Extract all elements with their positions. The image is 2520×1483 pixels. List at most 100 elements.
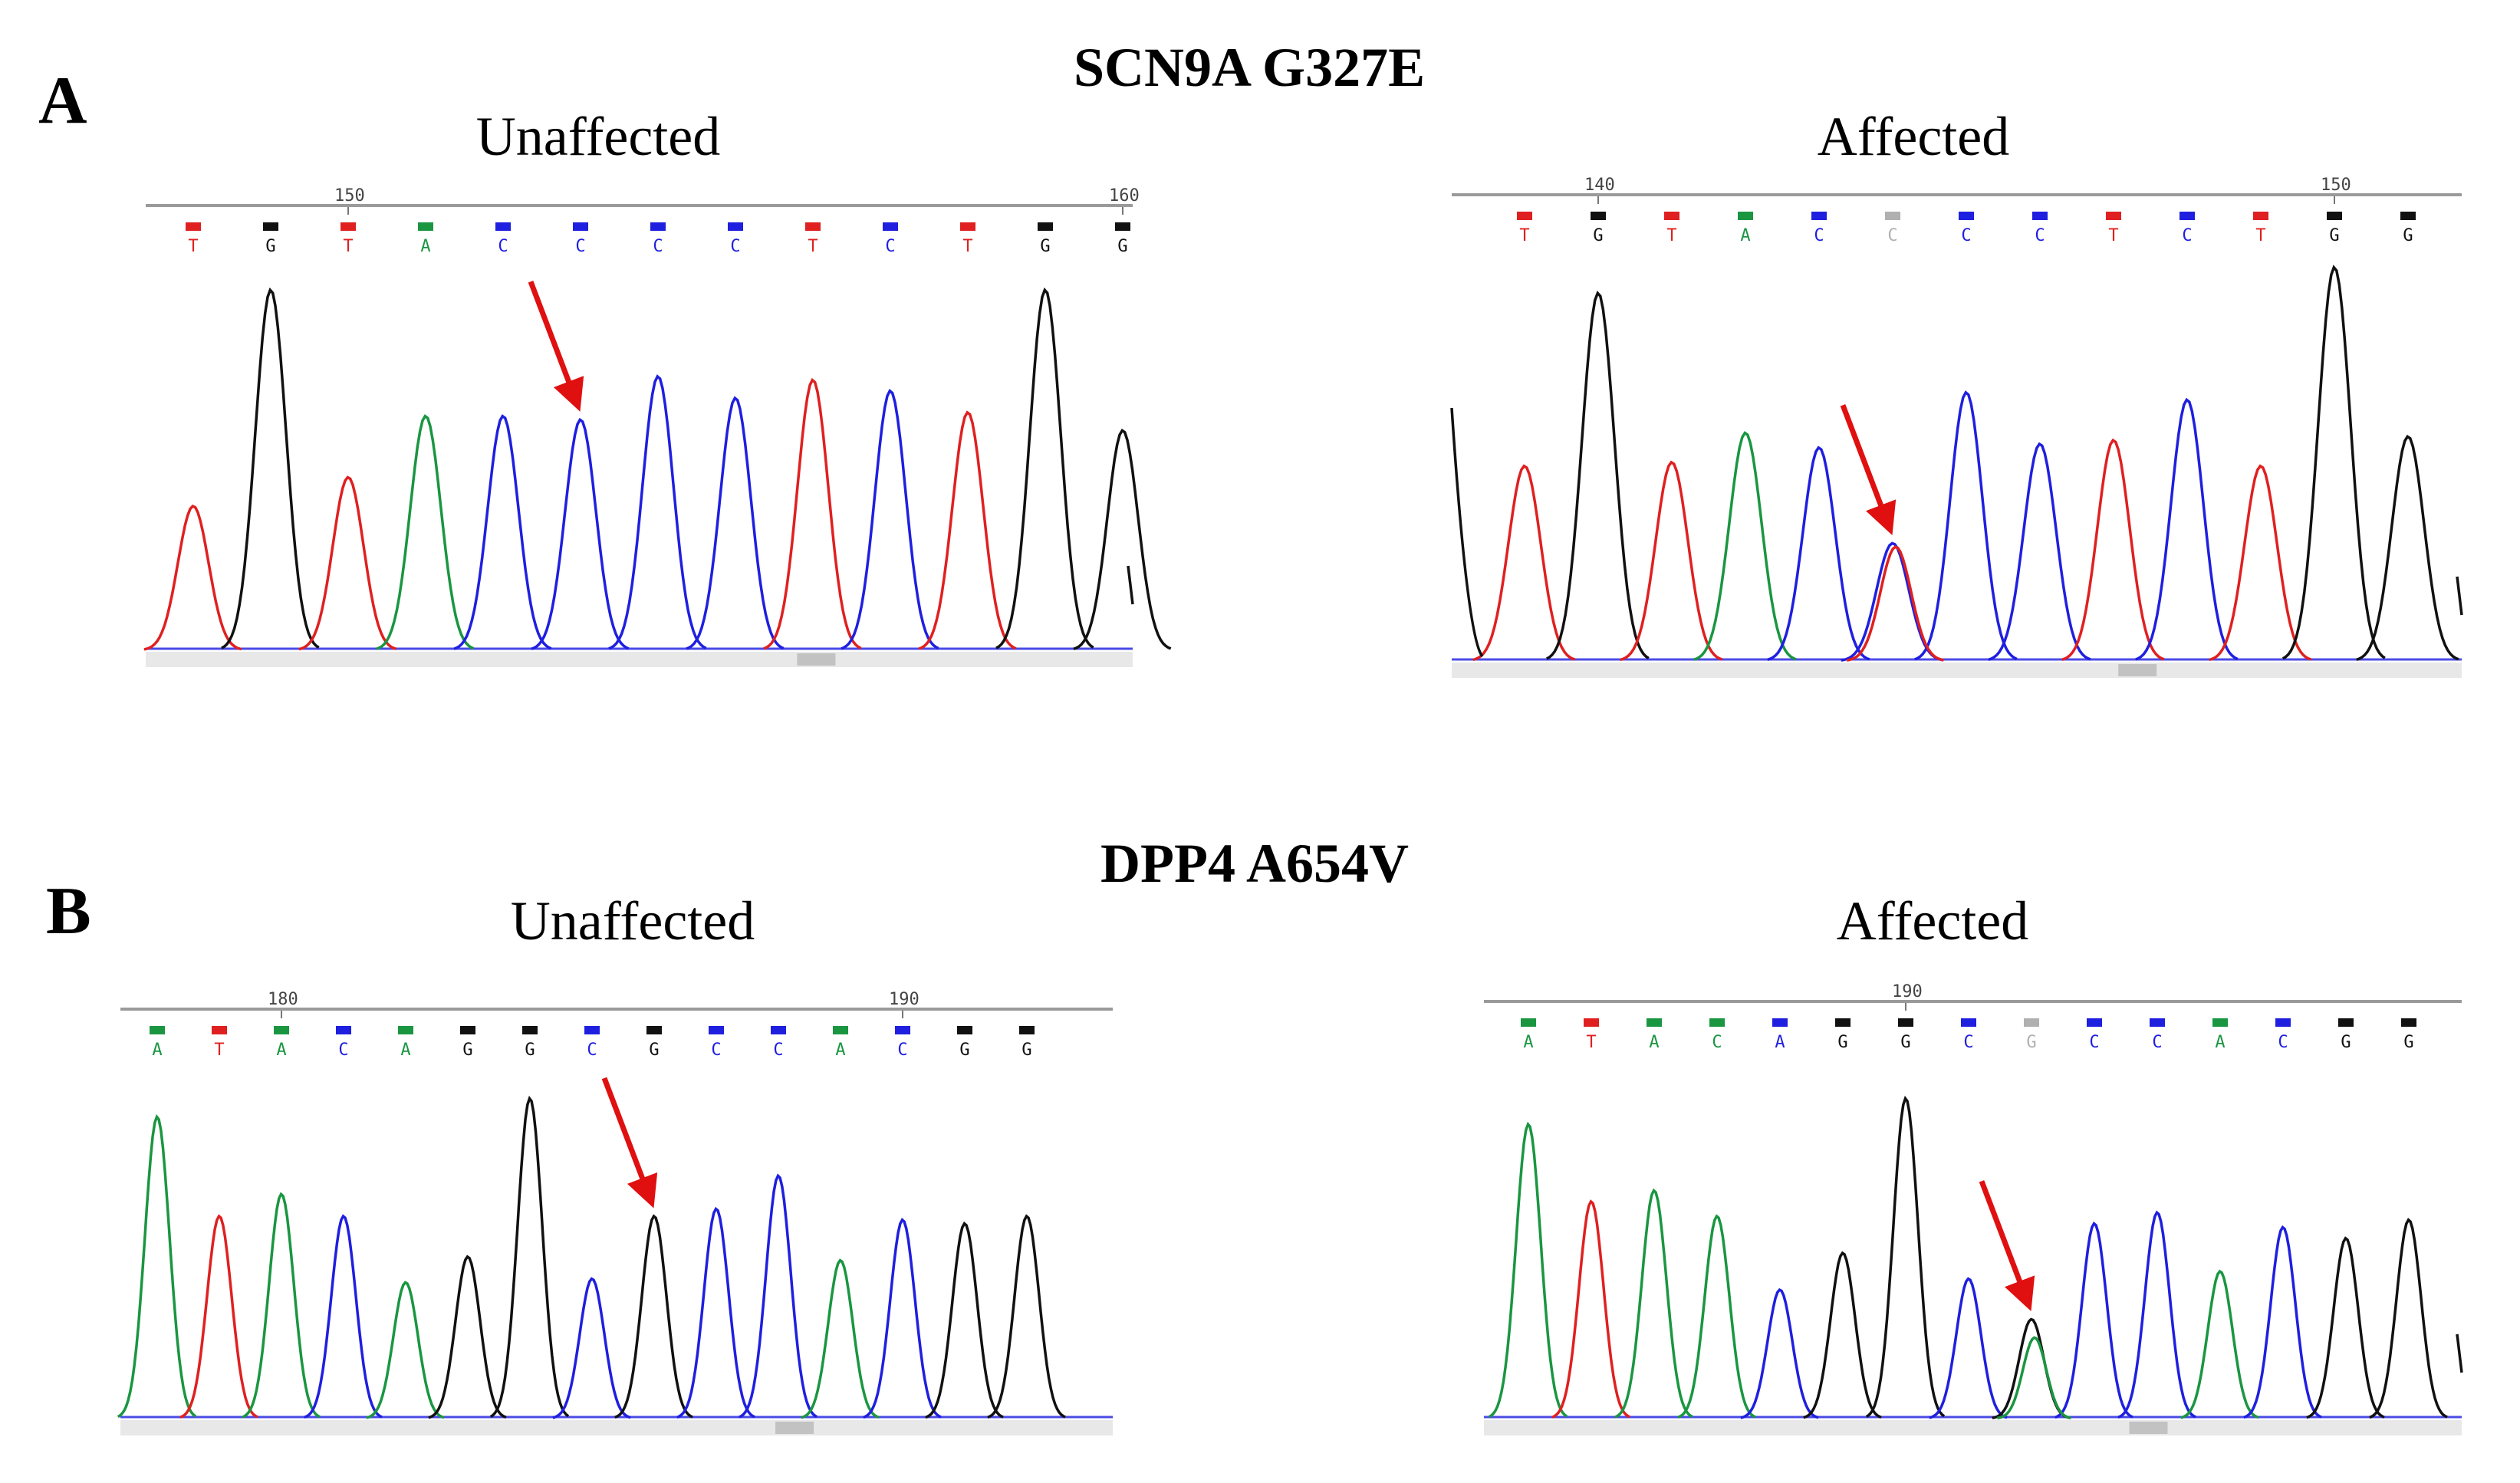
base-call-a-affected-12: G	[2403, 226, 2413, 245]
base-call-b-affected-3: C	[1712, 1033, 1722, 1052]
base-marker-b-unaffected-13	[957, 1026, 972, 1034]
peak-a-affected-11	[2281, 265, 2386, 660]
base-call-a-unaffected-3: A	[420, 237, 430, 256]
base-call-b-unaffected-11: A	[835, 1041, 845, 1060]
trace-tail-left-a-affected	[1450, 407, 1484, 658]
scrollbar-thumb-b-unaffected	[775, 1422, 814, 1434]
base-call-b-unaffected-5: G	[462, 1041, 472, 1060]
base-call-a-unaffected-5: C	[575, 237, 585, 256]
peak-b-affected-3	[1677, 1214, 1756, 1419]
peak-b-unaffected-0	[117, 1114, 197, 1419]
base-marker-b-unaffected-10	[771, 1026, 786, 1034]
base-call-a-unaffected-9: C	[885, 237, 895, 256]
peak-a-affected-8	[2061, 438, 2165, 661]
base-marker-a-unaffected-8	[805, 222, 821, 231]
base-call-b-unaffected-13: G	[959, 1041, 969, 1060]
base-marker-a-affected-11	[2327, 212, 2342, 220]
base-marker-b-affected-0	[1521, 1018, 1536, 1027]
peak-b-unaffected-12	[863, 1218, 942, 1419]
base-marker-a-affected-12	[2400, 212, 2416, 220]
scrollbar-b-affected	[1484, 1420, 2462, 1435]
base-call-a-affected-1: G	[1593, 226, 1603, 245]
base-marker-a-affected-6	[1959, 212, 1974, 220]
peak-b-affected-12	[2243, 1225, 2322, 1419]
base-call-b-affected-2: A	[1649, 1033, 1659, 1052]
base-marker-a-affected-1	[1591, 212, 1606, 220]
peak-a-unaffected-9	[841, 389, 939, 650]
base-call-a-affected-8: T	[2108, 226, 2118, 245]
base-marker-b-unaffected-8	[646, 1026, 662, 1034]
peak-b-unaffected-6	[489, 1095, 570, 1418]
mutation-arrow-b-unaffected	[601, 1077, 658, 1208]
peak-b-affected-0	[1488, 1121, 1568, 1419]
base-call-b-unaffected-3: C	[338, 1041, 348, 1060]
mutation-arrow-a-unaffected	[528, 280, 584, 412]
peak-a-unaffected-1	[221, 287, 320, 649]
base-call-a-affected-0: T	[1519, 226, 1529, 245]
base-call-b-unaffected-2: A	[276, 1041, 286, 1060]
peak-b-unaffected-5	[428, 1254, 507, 1419]
base-call-b-unaffected-6: G	[525, 1041, 535, 1060]
base-call-b-affected-13: G	[2341, 1033, 2351, 1052]
base-marker-b-affected-5	[1835, 1018, 1851, 1027]
base-marker-a-affected-4	[1811, 212, 1827, 220]
peak-b-affected-6	[1865, 1095, 1946, 1418]
base-call-b-affected-14: G	[2403, 1033, 2413, 1052]
base-call-b-unaffected-10: C	[773, 1041, 783, 1060]
base-marker-a-unaffected-11	[1038, 222, 1053, 231]
peak-a-affected-9	[2135, 397, 2239, 661]
base-marker-b-unaffected-9	[709, 1026, 724, 1034]
base-call-a-affected-5: C	[1887, 226, 1897, 245]
base-call-b-unaffected-0: A	[152, 1041, 162, 1060]
base-call-a-unaffected-8: T	[808, 237, 818, 256]
peak-a-affected-4	[1767, 446, 1870, 661]
peak-a-affected-6	[1914, 390, 2018, 661]
base-call-a-unaffected-2: T	[343, 237, 353, 256]
base-call-a-unaffected-12: G	[1117, 237, 1127, 256]
base-call-a-unaffected-6: C	[653, 237, 663, 256]
base-call-b-affected-7: C	[1963, 1033, 1973, 1052]
peak-a-unaffected-11	[995, 287, 1094, 649]
peak-b-unaffected-2	[242, 1192, 321, 1419]
base-call-b-unaffected-4: A	[400, 1041, 410, 1060]
peak-a-affected-12	[2356, 434, 2459, 661]
scrollbar-a-affected	[1452, 663, 2462, 678]
base-call-b-unaffected-14: G	[1021, 1041, 1031, 1060]
peak-b-affected-9	[2054, 1221, 2133, 1419]
trace-tail-right-a-affected	[2456, 576, 2463, 616]
base-marker-b-affected-3	[1709, 1018, 1725, 1027]
base-marker-a-affected-9	[2180, 212, 2195, 220]
scrollbar-a-unaffected	[146, 652, 1133, 667]
base-marker-b-unaffected-6	[522, 1026, 538, 1034]
secondary-peak-a-affected-0	[1846, 545, 1944, 662]
peak-b-affected-11	[2180, 1269, 2259, 1419]
peak-b-unaffected-4	[366, 1281, 445, 1419]
peak-a-affected-7	[1988, 442, 2091, 661]
peak-b-affected-13	[2306, 1236, 2385, 1419]
base-marker-a-unaffected-12	[1115, 222, 1130, 231]
base-marker-a-affected-10	[2253, 212, 2268, 220]
base-marker-b-unaffected-1	[212, 1026, 227, 1034]
label-unaffected-b: Unaffected	[510, 890, 755, 952]
base-marker-b-affected-6	[1898, 1018, 1913, 1027]
base-marker-a-unaffected-10	[960, 222, 975, 231]
peak-a-unaffected-2	[298, 475, 397, 651]
base-call-b-affected-8: G	[2026, 1033, 2036, 1052]
base-call-b-unaffected-8: G	[649, 1041, 659, 1060]
peak-b-unaffected-10	[739, 1173, 818, 1419]
base-call-a-unaffected-10: T	[962, 237, 972, 256]
peak-b-affected-10	[2117, 1210, 2196, 1419]
base-marker-b-affected-8	[2024, 1018, 2039, 1027]
peak-a-unaffected-3	[376, 414, 475, 650]
base-call-b-affected-10: C	[2152, 1033, 2162, 1052]
base-call-b-affected-12: C	[2278, 1033, 2288, 1052]
label-affected-b: Affected	[1836, 890, 2029, 952]
scrollbar-thumb-a-unaffected	[797, 653, 836, 666]
base-call-b-unaffected-12: C	[897, 1041, 907, 1060]
base-call-a-affected-9: C	[2182, 226, 2192, 245]
base-marker-a-unaffected-0	[186, 222, 201, 231]
position-label-a-affected-1: 150	[2321, 176, 2351, 195]
base-marker-b-affected-7	[1961, 1018, 1976, 1027]
base-marker-b-unaffected-0	[150, 1026, 165, 1034]
position-label-b-affected-0: 190	[1892, 982, 1923, 1001]
